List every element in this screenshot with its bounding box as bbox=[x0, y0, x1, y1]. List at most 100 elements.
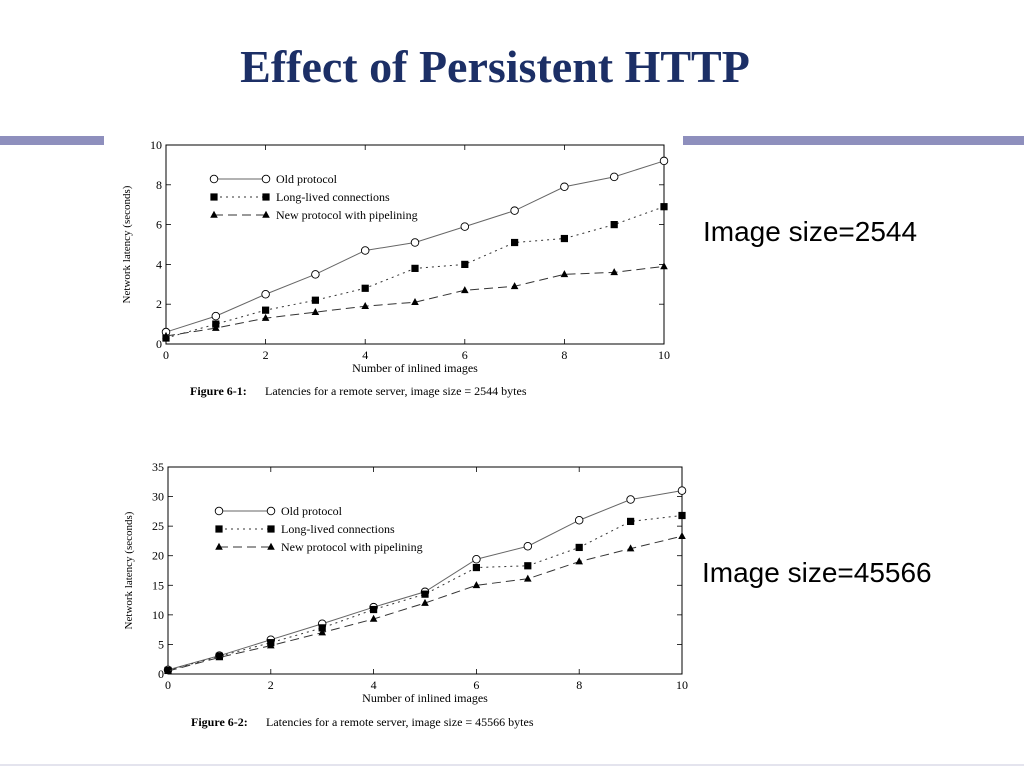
series-3-point bbox=[660, 262, 668, 270]
series-2-point bbox=[370, 605, 378, 614]
series-3-point bbox=[164, 666, 172, 674]
x-axis-label: Number of inlined images bbox=[362, 691, 488, 705]
series-line-2 bbox=[167, 515, 683, 671]
series-3-point bbox=[461, 286, 469, 294]
series-1-point bbox=[523, 542, 533, 551]
series-1-point bbox=[609, 172, 619, 182]
series-1-point bbox=[510, 206, 519, 215]
legend-marker-3 bbox=[267, 542, 275, 550]
legend-entry-3: New protocol with pipelining bbox=[276, 208, 418, 222]
legend-marker-3 bbox=[210, 210, 218, 218]
x-tick-label: 2 bbox=[263, 348, 269, 362]
title-divider-left bbox=[0, 136, 104, 145]
y-tick-label: 6 bbox=[156, 218, 162, 232]
series-1-point bbox=[472, 555, 481, 564]
series-2-point bbox=[421, 590, 429, 598]
y-axis-label: Network latency (seconds) bbox=[121, 185, 133, 303]
series-2-point bbox=[411, 264, 419, 272]
series-1-point bbox=[311, 270, 320, 279]
series-3-point bbox=[215, 653, 224, 661]
series-1-point bbox=[410, 238, 420, 247]
series-3-point bbox=[510, 282, 519, 290]
x-axis-label: Number of inlined images bbox=[352, 361, 478, 375]
x-tick-label: 8 bbox=[576, 678, 582, 692]
y-tick-label: 15 bbox=[152, 578, 164, 592]
legend-marker-1 bbox=[266, 506, 276, 516]
figure-number: Figure 6-1: bbox=[190, 384, 247, 398]
legend-entry-2: Long-lived connections bbox=[276, 190, 390, 204]
legend-marker-3 bbox=[262, 210, 270, 218]
series-1-point bbox=[659, 156, 669, 166]
series-2-point bbox=[361, 284, 369, 292]
legend-marker-2 bbox=[215, 525, 223, 533]
series-3-point bbox=[524, 574, 532, 582]
plot-frame bbox=[167, 466, 683, 675]
series-1-point bbox=[360, 246, 370, 255]
figure-caption: Latencies for a remote server, image siz… bbox=[265, 384, 527, 398]
x-tick-label: 2 bbox=[268, 678, 274, 692]
x-tick-label: 10 bbox=[676, 678, 688, 692]
series-3-point bbox=[261, 313, 270, 321]
series-2-point bbox=[511, 238, 519, 247]
series-2-point bbox=[610, 221, 618, 229]
y-tick-label: 35 bbox=[152, 460, 164, 474]
latency-chart-45566: 0 2 4 6 8 10 0 5 10 15 20 25 30 35 Number of inlined i… bbox=[123, 460, 688, 729]
series-3-point bbox=[610, 268, 618, 276]
y-tick-label: 30 bbox=[152, 490, 164, 504]
footer-divider bbox=[0, 764, 1024, 766]
series-3-point bbox=[472, 581, 481, 589]
x-tick-label: 6 bbox=[473, 678, 479, 692]
y-tick-label: 0 bbox=[156, 337, 162, 351]
y-tick-label: 4 bbox=[156, 257, 162, 271]
series-1-point bbox=[677, 486, 687, 495]
series-1-point bbox=[460, 222, 470, 231]
y-tick-label: 20 bbox=[152, 549, 164, 563]
series-1-point bbox=[574, 515, 584, 525]
legend-entry-1: Old protocol bbox=[281, 504, 343, 518]
series-2-point bbox=[311, 296, 319, 304]
series-2-point bbox=[318, 624, 326, 632]
series-2-point bbox=[575, 543, 583, 552]
y-tick-label: 10 bbox=[152, 608, 164, 622]
series-3-point bbox=[318, 628, 326, 636]
legend-marker-1 bbox=[214, 506, 224, 516]
series-1-point bbox=[261, 289, 270, 299]
series-1-point bbox=[560, 182, 569, 192]
y-tick-label: 8 bbox=[156, 178, 162, 192]
series-2-point bbox=[472, 563, 480, 572]
slide-title: Effect of Persistent HTTP bbox=[240, 41, 750, 92]
x-tick-label: 10 bbox=[658, 348, 670, 362]
series-3-point bbox=[267, 641, 275, 649]
x-tick-label: 6 bbox=[462, 348, 468, 362]
y-tick-label: 0 bbox=[158, 667, 164, 681]
series-3-point bbox=[212, 323, 220, 331]
legend-entry-2: Long-lived connections bbox=[281, 522, 395, 536]
series-2-point bbox=[262, 306, 270, 314]
image-size-label-45566: Image size=45566 bbox=[702, 557, 932, 588]
series-3-point bbox=[162, 331, 170, 339]
series-line-3 bbox=[165, 265, 665, 337]
series-3-point bbox=[678, 531, 686, 539]
legend-marker-2 bbox=[267, 525, 275, 533]
series-line-2 bbox=[165, 206, 665, 339]
x-tick-label: 4 bbox=[362, 348, 368, 362]
series-3-point bbox=[311, 307, 320, 315]
legend-marker-3 bbox=[215, 542, 223, 550]
title-divider-right bbox=[683, 136, 1024, 145]
legend-entry-1: Old protocol bbox=[276, 172, 338, 186]
series-3-point bbox=[575, 557, 583, 565]
y-axis-label: Network latency (seconds) bbox=[123, 511, 135, 629]
series-2-point bbox=[627, 517, 635, 526]
y-tick-label: 25 bbox=[152, 519, 164, 533]
series-2-point bbox=[461, 260, 469, 268]
series-3-point bbox=[411, 298, 419, 306]
series-1-point bbox=[211, 311, 221, 321]
x-tick-label: 0 bbox=[163, 348, 169, 362]
legend-entry-3: New protocol with pipelining bbox=[281, 540, 423, 554]
x-tick-label: 4 bbox=[371, 678, 377, 692]
series-2-point bbox=[524, 562, 532, 570]
latency-chart-2544: 0 2 4 6 8 10 0 2 4 6 8 10 Number of inlined images Ne… bbox=[121, 138, 670, 398]
plot-frame bbox=[165, 144, 665, 345]
image-size-label-2544: Image size=2544 bbox=[703, 216, 918, 247]
legend-marker-2 bbox=[262, 193, 270, 201]
